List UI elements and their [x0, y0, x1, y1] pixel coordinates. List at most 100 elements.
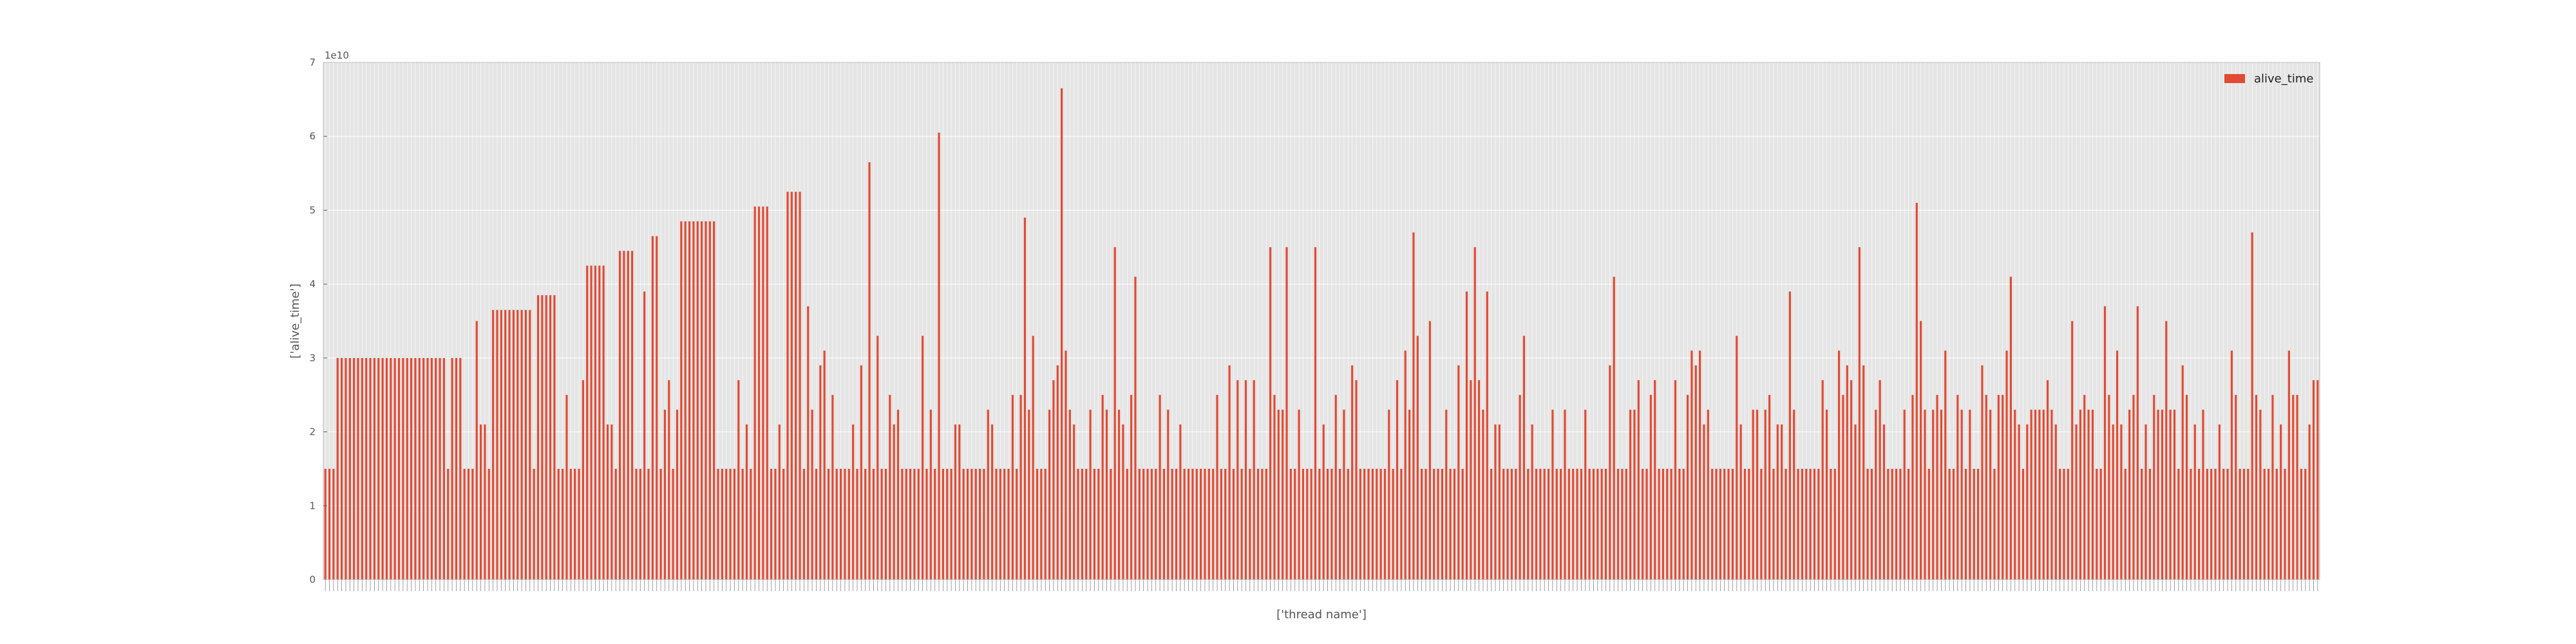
bar: [1543, 468, 1546, 580]
bar: [2300, 468, 2303, 580]
bar: [795, 191, 797, 580]
bar: [1920, 321, 1922, 580]
bar: [1842, 395, 1844, 580]
bar: [713, 221, 715, 580]
bar: [529, 310, 531, 580]
bar: [565, 395, 568, 580]
bar: [1555, 468, 1558, 580]
bar: [1073, 424, 1075, 580]
bar: [467, 468, 470, 580]
bar: [627, 251, 629, 580]
bar: [1310, 468, 1312, 580]
bar: [848, 468, 850, 580]
bar: [439, 357, 441, 580]
bar: [1383, 468, 1387, 580]
bar: [1023, 217, 1027, 580]
bars: [324, 88, 2319, 580]
bar: [1862, 365, 1865, 580]
bar: [508, 310, 511, 580]
bar: [1265, 468, 1267, 580]
bar: [1882, 424, 1886, 580]
legend-swatch: [2224, 74, 2245, 83]
bar: [1924, 410, 1926, 580]
bar: [2242, 468, 2246, 580]
bar: [1363, 468, 1366, 580]
bar: [946, 468, 949, 580]
bar: [2141, 468, 2143, 580]
bar: [1736, 336, 1738, 580]
bar: [1228, 365, 1231, 580]
bar: [500, 310, 502, 580]
y-tick-label: 5: [309, 204, 316, 216]
bar: [1711, 468, 1714, 580]
bar: [966, 468, 969, 580]
bar: [725, 468, 728, 580]
bar: [569, 468, 572, 580]
bar: [799, 191, 801, 580]
bar: [459, 357, 462, 580]
bar: [1772, 468, 1775, 580]
bar: [2153, 395, 2155, 580]
bar: [2202, 410, 2204, 580]
bar: [889, 395, 891, 580]
bar: [942, 468, 944, 580]
bar: [496, 310, 498, 580]
bar: [562, 468, 564, 580]
bar: [1621, 468, 1624, 580]
bar: [1535, 468, 1538, 580]
bar: [1743, 468, 1747, 580]
bar: [2214, 468, 2217, 580]
bar: [1932, 410, 1935, 580]
bar: [471, 468, 474, 580]
bar: [844, 468, 846, 580]
y-tick-label: 2: [309, 426, 316, 438]
bar: [1976, 468, 1980, 580]
bar: [1338, 468, 1341, 580]
bar: [1788, 291, 1791, 580]
bar: [1061, 88, 1063, 580]
bar: [1097, 468, 1100, 580]
bar: [1658, 468, 1660, 580]
bar: [995, 468, 998, 580]
bar: [1531, 424, 1533, 580]
bar: [504, 310, 507, 580]
bar: [1821, 380, 1824, 580]
bar: [2075, 424, 2078, 580]
bar: [2198, 468, 2201, 580]
bar: [819, 365, 822, 580]
bar: [2161, 410, 2164, 580]
bar: [774, 468, 777, 580]
bar: [950, 468, 952, 580]
bar: [1817, 468, 1820, 580]
bar: [1642, 468, 1644, 580]
bar: [1596, 468, 1599, 580]
bar: [1195, 468, 1198, 580]
bar: [2018, 424, 2020, 580]
bar: [1592, 468, 1595, 580]
bar: [701, 221, 703, 580]
bar: [1183, 468, 1186, 580]
bar: [1674, 380, 1677, 580]
bar: [2046, 380, 2049, 580]
bar: [1130, 395, 1133, 580]
bar: [643, 291, 646, 580]
bar: [1993, 468, 1996, 580]
bar: [479, 424, 482, 580]
bar: [586, 265, 589, 580]
bar: [958, 424, 961, 580]
bar: [2239, 468, 2241, 580]
legend: alive_time: [2224, 72, 2313, 86]
bar: [1256, 468, 1260, 580]
bar: [578, 468, 580, 580]
bar: [1899, 468, 1902, 580]
bar: [402, 357, 404, 580]
bar: [896, 410, 900, 580]
bar: [1306, 468, 1309, 580]
bar: [1760, 468, 1763, 580]
bar: [1461, 468, 1464, 580]
bar: [2148, 468, 2151, 580]
bar: [1113, 247, 1116, 580]
bar: [520, 310, 523, 580]
bar: [2136, 306, 2139, 580]
bar: [1727, 468, 1730, 580]
